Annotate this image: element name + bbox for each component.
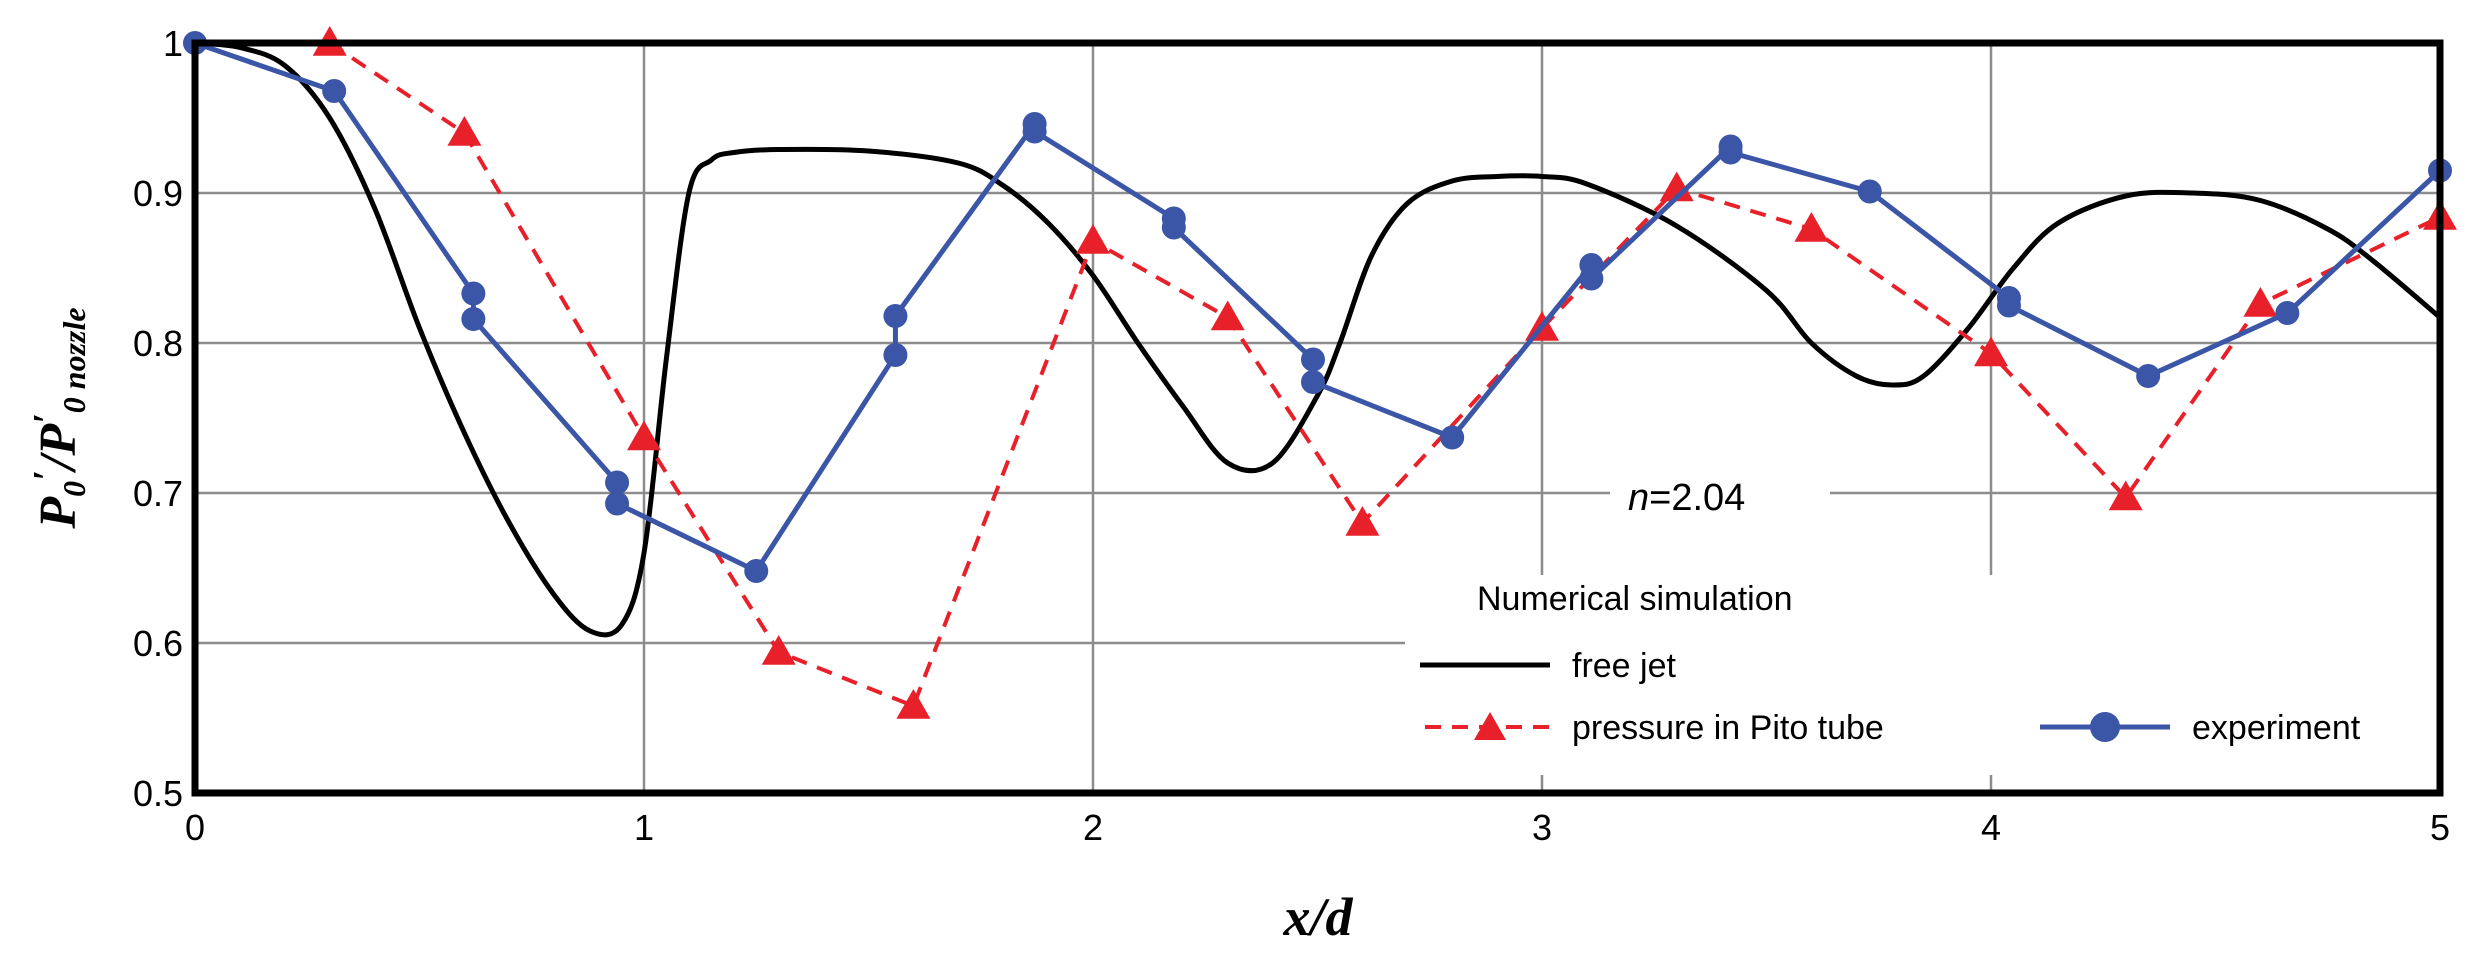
- legend-pitot-label: pressure in Pito tube: [1572, 709, 1884, 747]
- experiment-marker: [2136, 364, 2161, 388]
- experiment-marker: [744, 559, 769, 583]
- x-tick-label: 4: [1981, 807, 2001, 848]
- y-label-slash: /: [30, 451, 87, 474]
- y-label-p2: P: [30, 423, 87, 457]
- legend: Numerical simulation free jet pressure i…: [1405, 575, 2465, 775]
- experiment-marker: [1022, 119, 1047, 144]
- y-label-s2: 0 nozzle: [56, 307, 92, 413]
- experiment-marker: [1301, 370, 1326, 394]
- experiment-marker: [1857, 179, 1882, 204]
- legend-title: Numerical simulation: [1477, 580, 1793, 618]
- y-tick-label: 1: [163, 23, 183, 64]
- experiment-marker: [1579, 266, 1604, 291]
- plot-frame: [191, 39, 2444, 797]
- y-label-prime1: ′: [26, 470, 68, 481]
- pitot-marker: [627, 420, 661, 451]
- experiment-marker: [461, 281, 486, 306]
- experiment-marker: [1996, 293, 2021, 318]
- legend-free-jet-label: free jet: [1572, 647, 1676, 685]
- experiment-marker: [1718, 140, 1743, 165]
- y-axis-label: P0′/P′0 nozzle: [26, 307, 92, 529]
- legend-experiment-marker: [2090, 712, 2120, 742]
- annotation-prefix: n: [1628, 477, 1649, 519]
- tick-labels: 0 1 2 3 4 5 0.5 0.6 0.7 0.8 0.9 1: [133, 23, 2450, 848]
- series-free-jet-line: [194, 40, 2442, 638]
- experiment-marker: [1301, 347, 1326, 372]
- annotation-value: =2.04: [1649, 477, 1745, 519]
- y-label-s1: 0: [56, 481, 92, 497]
- y-label-p1: P: [30, 496, 87, 530]
- y-tick-label: 0.5: [133, 773, 183, 814]
- y-tick-label: 0.9: [133, 173, 183, 214]
- legend-experiment-label: experiment: [2192, 709, 2361, 747]
- experiment-marker: [883, 304, 908, 328]
- x-tick-label: 1: [634, 807, 654, 848]
- experiment-marker: [461, 307, 486, 331]
- annotation-n: n=2.04: [1610, 465, 1830, 525]
- experiment-marker: [605, 491, 630, 516]
- pitot-marker: [1076, 224, 1110, 254]
- y-label-prime2: ′: [26, 413, 68, 424]
- y-tick-label: 0.7: [133, 473, 183, 514]
- x-tick-label: 3: [1532, 807, 1552, 848]
- pitot-marker: [2108, 480, 2143, 511]
- legend-pitot-marker: [1474, 712, 1506, 740]
- x-tick-label: 2: [1083, 807, 1103, 848]
- legend-background: [1405, 575, 2465, 775]
- x-tick-label: 0: [185, 807, 205, 848]
- pitot-marker: [447, 116, 482, 146]
- experiment-marker: [1161, 215, 1186, 240]
- pitot-marker: [761, 635, 796, 665]
- series-layer: [183, 26, 2457, 719]
- pitot-marker: [896, 689, 931, 719]
- x-tick-label: 5: [2430, 807, 2450, 848]
- pitot-marker: [1210, 300, 1245, 331]
- pitot-marker: [1974, 336, 2008, 367]
- pitot-marker: [1659, 171, 1694, 202]
- y-tick-label: 0.6: [133, 623, 183, 664]
- x-axis-label: x/d: [1282, 887, 1353, 947]
- pitot-marker: [1794, 212, 1829, 242]
- pitot-marker: [2243, 287, 2278, 317]
- annotation-text: n=2.04: [1628, 477, 1745, 519]
- experiment-marker: [605, 470, 630, 495]
- pitot-marker: [1345, 506, 1380, 536]
- experiment-marker: [322, 79, 347, 103]
- experiment-marker: [2275, 301, 2300, 325]
- annotation-background: [1610, 465, 1830, 525]
- experiment-marker: [1440, 425, 1465, 450]
- experiment-marker: [883, 343, 908, 367]
- y-tick-label: 0.8: [133, 323, 183, 364]
